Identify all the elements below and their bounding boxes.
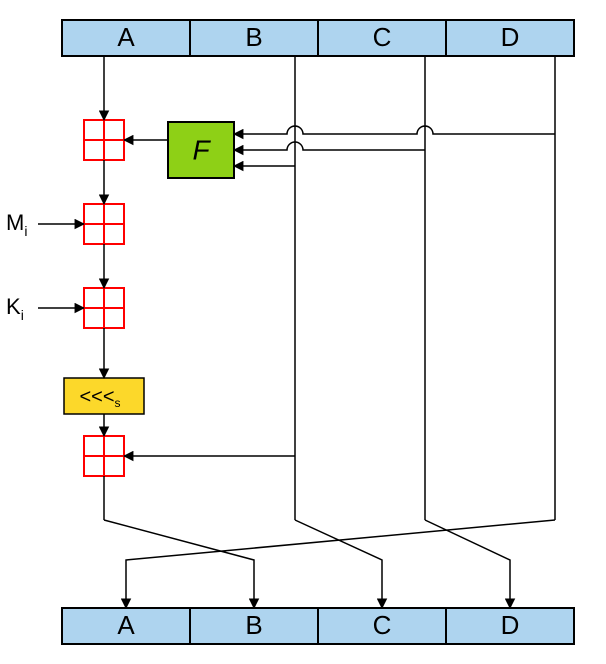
input-label: Mi [6, 210, 27, 239]
register-label: A [117, 610, 135, 640]
register-label: C [373, 610, 392, 640]
input-label: Ki [6, 294, 24, 323]
register-label: B [245, 22, 262, 52]
register-label: C [373, 22, 392, 52]
register-label: A [117, 22, 135, 52]
register-label: B [245, 610, 262, 640]
shift-label: <<<s [79, 386, 120, 410]
register-label: D [501, 22, 520, 52]
register-label: D [501, 610, 520, 640]
f-label: F [192, 134, 211, 165]
